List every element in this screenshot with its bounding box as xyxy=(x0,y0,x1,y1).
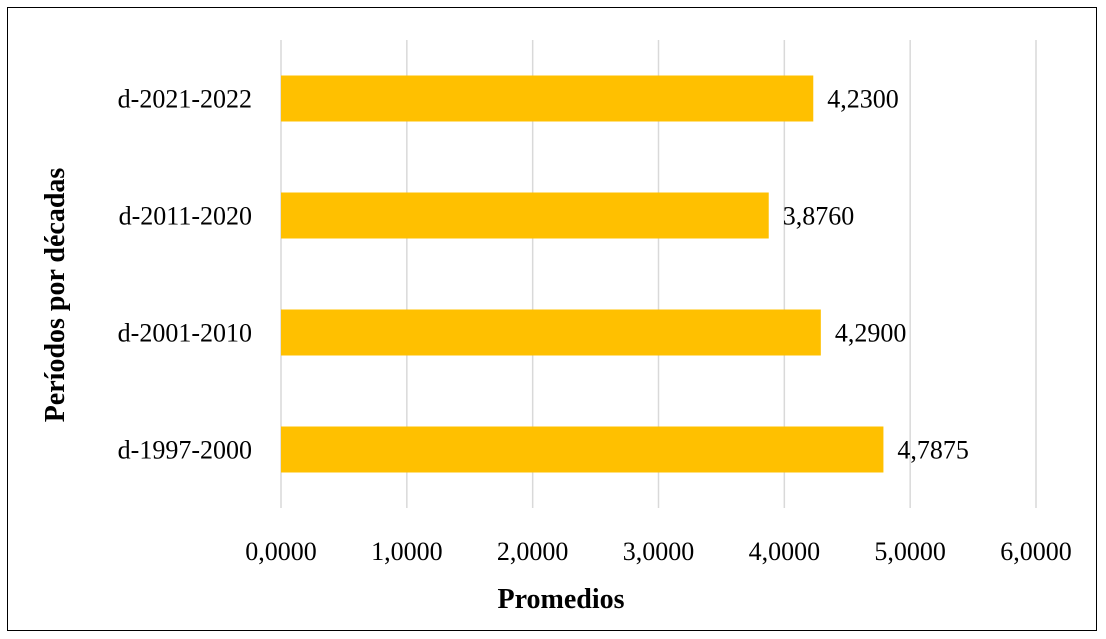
x-tick-label: 5,0000 xyxy=(874,537,946,566)
x-tick-label: 4,0000 xyxy=(749,537,821,566)
x-tick-label: 2,0000 xyxy=(497,537,569,566)
x-tick-labels: 0,0000 1,0000 2,0000 3,0000 4,0000 5,0000 6,00… xyxy=(245,537,1072,566)
x-tick-label: 6,0000 xyxy=(1000,537,1072,566)
x-tick-label: 0,0000 xyxy=(245,537,317,566)
x-tick-label: 3,0000 xyxy=(623,537,695,566)
category-labels: d-1997-2000 d-2001-2010 d-2011-2020 d-2021-… xyxy=(118,85,252,465)
bar-d-1997-2000 xyxy=(281,426,884,473)
data-labels: 4,7875 4,2900 3,8760 4,2300 xyxy=(783,85,969,465)
bars xyxy=(281,75,884,473)
category-label: d-2021-2022 xyxy=(118,85,252,114)
category-label: d-2011-2020 xyxy=(119,202,252,231)
data-label: 4,2900 xyxy=(835,319,907,348)
data-label: 4,7875 xyxy=(897,436,969,465)
data-label: 3,8760 xyxy=(783,202,855,231)
bar-d-2001-2010 xyxy=(281,309,821,356)
bar-d-2021-2022 xyxy=(281,75,814,122)
category-label: d-2001-2010 xyxy=(118,319,252,348)
bar-d-2011-2020 xyxy=(281,192,769,239)
x-tick-label: 1,0000 xyxy=(371,537,443,566)
y-axis-title: Períodos por décadas xyxy=(40,168,71,423)
data-label: 4,2300 xyxy=(827,85,899,114)
category-label: d-1997-2000 xyxy=(118,436,252,465)
x-axis-title: Promedios xyxy=(497,584,624,615)
